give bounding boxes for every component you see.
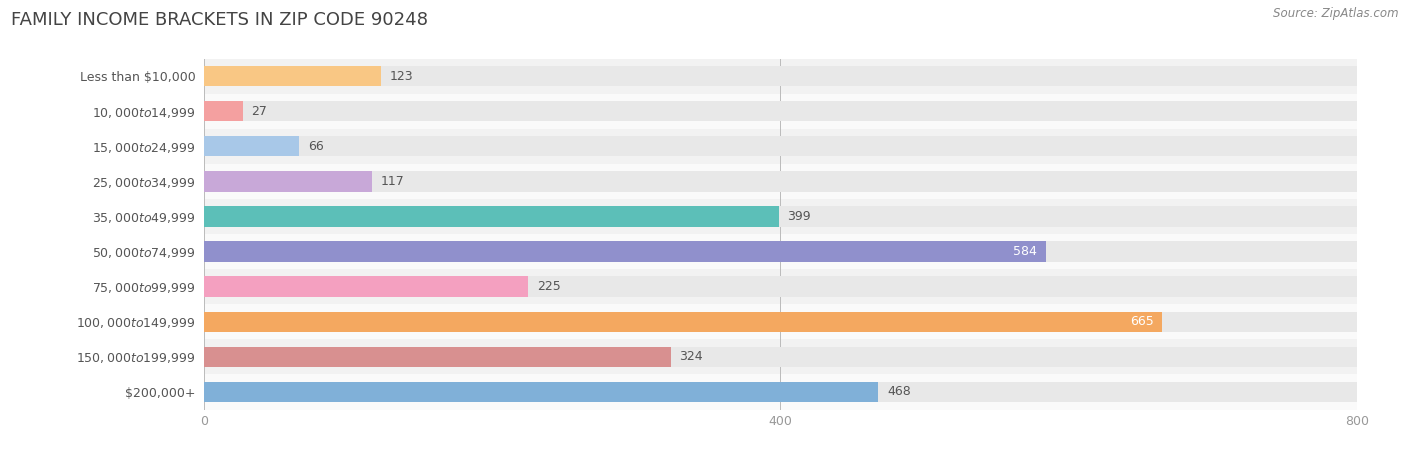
Text: 468: 468 [887, 386, 911, 398]
Bar [0, 164, 1406, 199]
Bar [0, 374, 1406, 410]
Bar [204, 136, 299, 157]
Bar [204, 206, 1357, 227]
Text: Source: ZipAtlas.com: Source: ZipAtlas.com [1274, 7, 1399, 20]
Bar [0, 339, 1406, 374]
Text: 665: 665 [1130, 315, 1153, 328]
Bar [204, 66, 381, 86]
Bar [204, 346, 671, 367]
Text: 225: 225 [537, 280, 561, 293]
Text: 324: 324 [679, 351, 703, 363]
Bar [0, 234, 1406, 269]
Bar [204, 276, 1357, 297]
Bar [204, 241, 1357, 262]
Text: 584: 584 [1012, 245, 1036, 258]
Bar [204, 382, 1357, 402]
Bar [0, 269, 1406, 304]
Bar [204, 276, 529, 297]
Text: 123: 123 [389, 70, 413, 82]
Bar [204, 136, 1357, 157]
Text: 399: 399 [787, 210, 811, 223]
Bar [204, 171, 1357, 192]
Bar [0, 58, 1406, 94]
Bar [0, 304, 1406, 339]
Bar [204, 101, 243, 122]
Bar [204, 206, 779, 227]
Text: 117: 117 [381, 175, 405, 188]
Bar [204, 241, 1046, 262]
Text: FAMILY INCOME BRACKETS IN ZIP CODE 90248: FAMILY INCOME BRACKETS IN ZIP CODE 90248 [11, 11, 429, 29]
Bar [204, 171, 373, 192]
Bar [204, 382, 879, 402]
Bar [204, 66, 1357, 86]
Bar [204, 101, 1357, 122]
Text: 66: 66 [308, 140, 323, 153]
Bar [204, 311, 1357, 332]
Bar [204, 311, 1163, 332]
Bar [0, 199, 1406, 234]
Bar [0, 129, 1406, 164]
Text: 27: 27 [252, 105, 267, 117]
Bar [204, 346, 1357, 367]
Bar [0, 94, 1406, 129]
